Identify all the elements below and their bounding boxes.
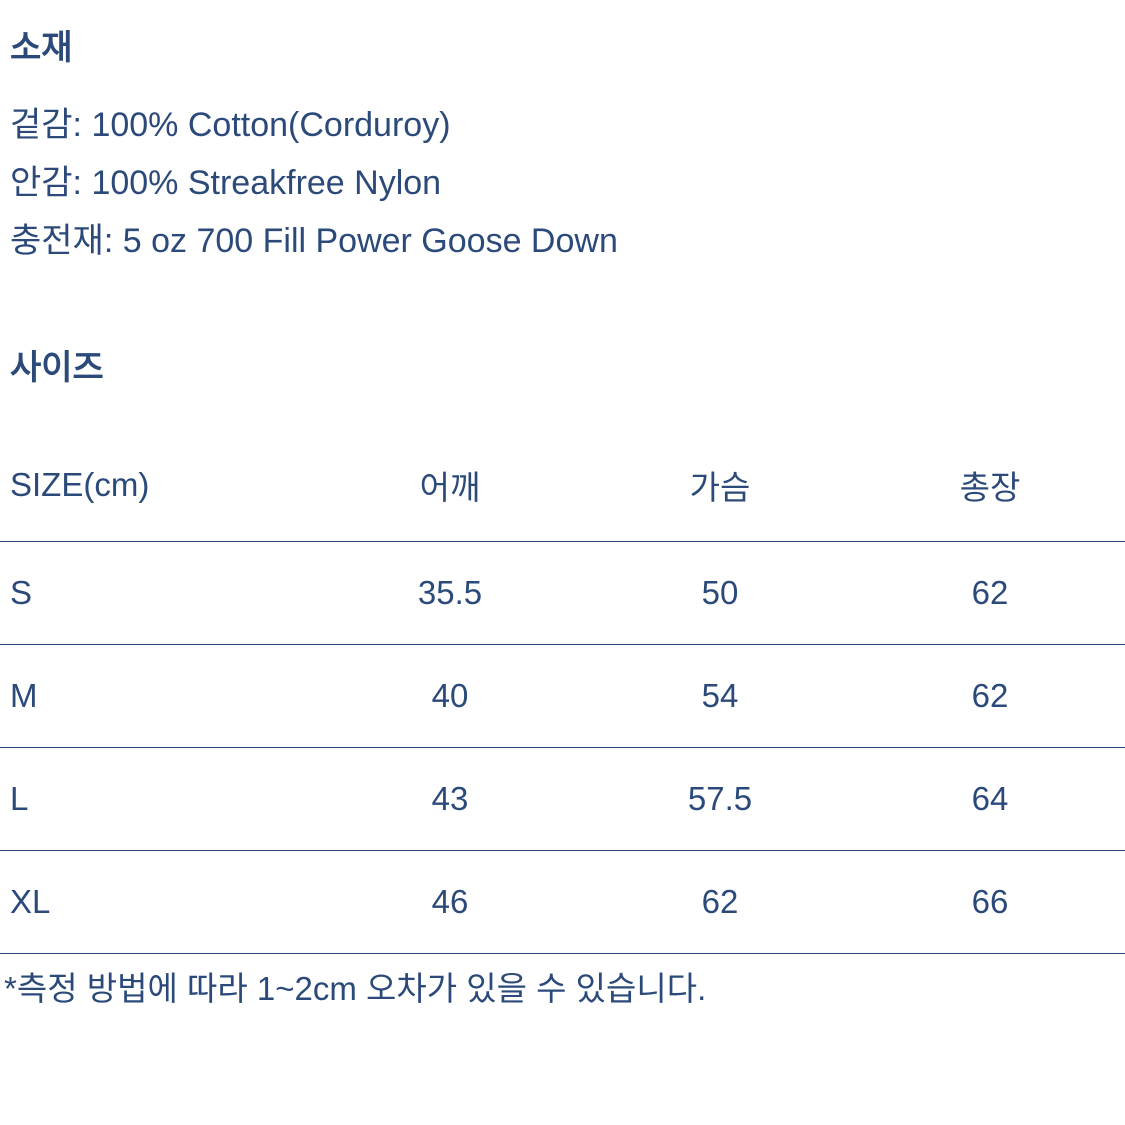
size-footnote: *측정 방법에 따라 1~2cm 오차가 있을 수 있습니다. xyxy=(0,962,1125,1010)
table-cell: 64 xyxy=(855,748,1125,851)
table-cell: 62 xyxy=(855,645,1125,748)
material-item: 겉감: 100% Cotton(Corduroy) xyxy=(10,97,1125,155)
material-item: 충전재: 5 oz 700 Fill Power Goose Down xyxy=(10,213,1125,271)
table-row: S 35.5 50 62 xyxy=(0,542,1125,645)
material-item: 안감: 100% Streakfree Nylon xyxy=(10,155,1125,213)
table-cell: 40 xyxy=(315,645,585,748)
table-row: XL 46 62 66 xyxy=(0,851,1125,954)
size-title: 사이즈 xyxy=(0,340,1125,389)
table-cell: L xyxy=(0,748,315,851)
table-header-cell: 총장 xyxy=(855,429,1125,542)
table-cell: 62 xyxy=(855,542,1125,645)
size-section: 사이즈 SIZE(cm) 어깨 가슴 총장 S 35.5 50 62 M 40 … xyxy=(0,340,1125,1010)
table-cell: 46 xyxy=(315,851,585,954)
table-header-row: SIZE(cm) 어깨 가슴 총장 xyxy=(0,429,1125,542)
table-cell: 62 xyxy=(585,851,855,954)
table-header-cell: 어깨 xyxy=(315,429,585,542)
size-table: SIZE(cm) 어깨 가슴 총장 S 35.5 50 62 M 40 54 6… xyxy=(0,429,1125,954)
material-list: 겉감: 100% Cotton(Corduroy) 안감: 100% Strea… xyxy=(0,97,1125,270)
material-title: 소재 xyxy=(0,20,1125,69)
table-cell: 66 xyxy=(855,851,1125,954)
table-cell: 57.5 xyxy=(585,748,855,851)
table-cell: XL xyxy=(0,851,315,954)
table-row: M 40 54 62 xyxy=(0,645,1125,748)
material-section: 소재 겉감: 100% Cotton(Corduroy) 안감: 100% St… xyxy=(0,20,1125,270)
table-cell: 43 xyxy=(315,748,585,851)
table-cell: S xyxy=(0,542,315,645)
table-cell: 54 xyxy=(585,645,855,748)
table-cell: 50 xyxy=(585,542,855,645)
table-header-cell: 가슴 xyxy=(585,429,855,542)
table-cell: 35.5 xyxy=(315,542,585,645)
table-cell: M xyxy=(0,645,315,748)
table-row: L 43 57.5 64 xyxy=(0,748,1125,851)
table-header-cell: SIZE(cm) xyxy=(0,429,315,542)
